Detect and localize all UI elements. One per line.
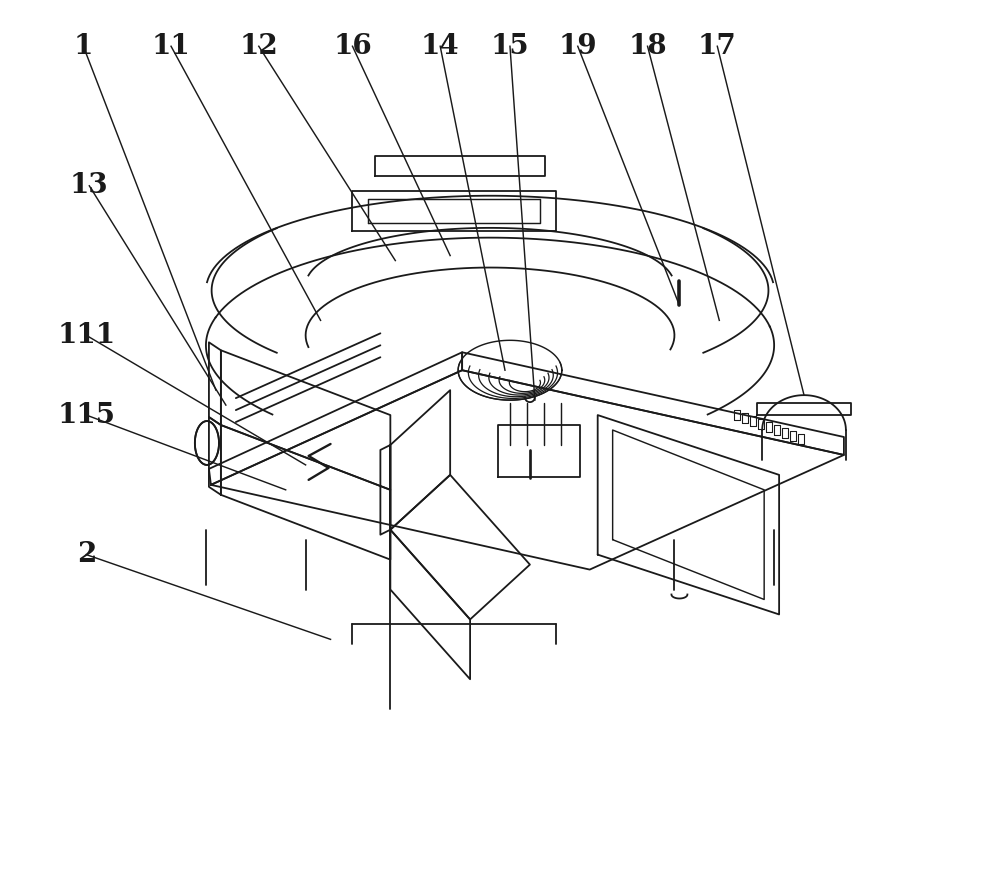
Text: 14: 14 (421, 32, 460, 60)
Text: 13: 13 (70, 172, 109, 200)
Text: 12: 12 (239, 32, 278, 60)
Text: 111: 111 (57, 322, 115, 349)
Text: 17: 17 (698, 32, 737, 60)
Text: 19: 19 (558, 32, 597, 60)
Text: 15: 15 (491, 32, 529, 60)
Text: 16: 16 (333, 32, 372, 60)
Text: 1: 1 (74, 32, 93, 60)
Text: 11: 11 (152, 32, 190, 60)
Text: 18: 18 (628, 32, 667, 60)
Text: 115: 115 (57, 402, 115, 429)
Text: 2: 2 (77, 541, 96, 568)
